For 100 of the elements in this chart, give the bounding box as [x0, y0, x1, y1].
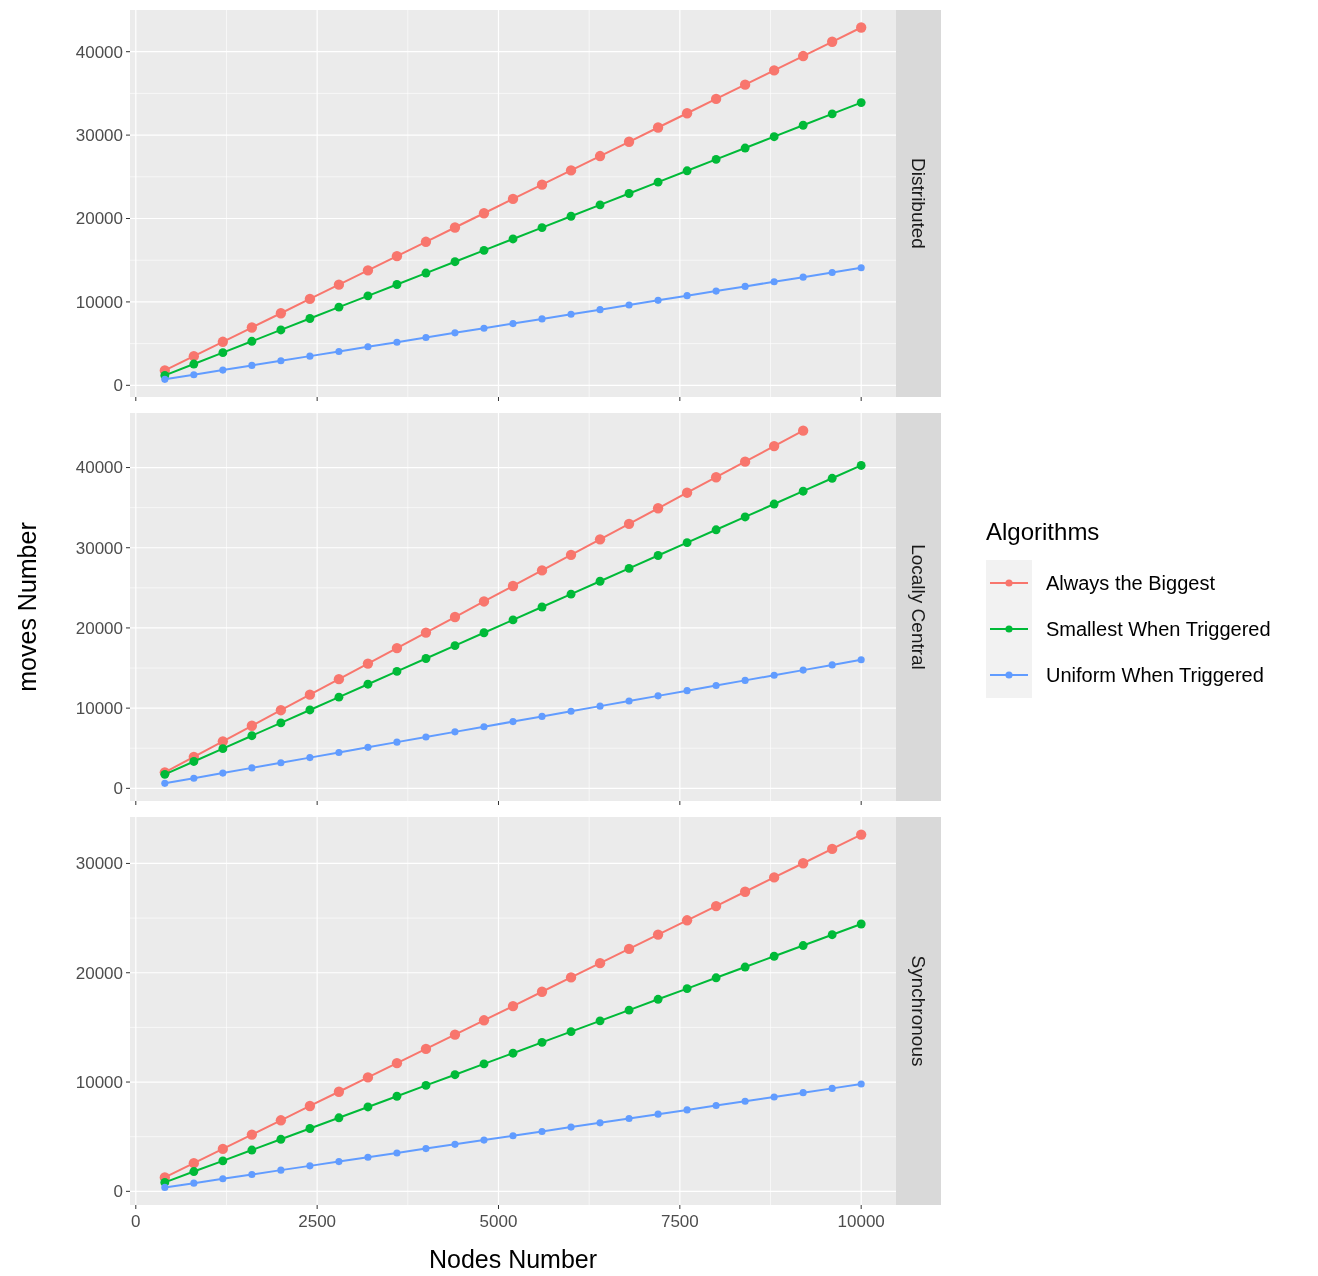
point	[277, 1166, 285, 1174]
point	[652, 929, 664, 940]
point	[710, 472, 722, 483]
point	[508, 615, 518, 625]
point	[624, 563, 634, 573]
y-tick-label: 0	[113, 779, 123, 799]
y-tick-label: 30000	[75, 126, 123, 146]
point	[710, 900, 722, 912]
legend-label: Smallest When Triggered	[1046, 618, 1271, 640]
point	[856, 829, 867, 840]
point	[566, 589, 576, 599]
point	[421, 654, 431, 663]
legend-label: Always the Biggest	[1046, 572, 1216, 594]
point	[246, 322, 258, 333]
point	[683, 1106, 691, 1114]
point	[304, 689, 316, 700]
point	[856, 919, 866, 929]
point	[275, 308, 287, 319]
point	[217, 336, 229, 347]
point	[218, 744, 228, 754]
point	[827, 473, 837, 483]
text: Synchronous	[907, 955, 929, 1067]
point	[420, 236, 432, 247]
point	[218, 1156, 228, 1166]
point	[305, 1124, 315, 1133]
point	[306, 1162, 314, 1170]
point	[450, 257, 460, 267]
point	[219, 366, 227, 374]
point	[421, 1081, 431, 1090]
point	[624, 189, 634, 198]
point	[362, 265, 374, 276]
point	[769, 951, 779, 961]
point	[770, 278, 778, 286]
point	[247, 731, 257, 741]
point	[653, 177, 663, 187]
point	[364, 743, 372, 751]
point	[681, 915, 693, 926]
point	[479, 628, 489, 638]
point	[189, 1167, 199, 1176]
point	[770, 671, 778, 679]
point	[739, 886, 751, 897]
point	[769, 499, 779, 509]
point	[536, 986, 548, 997]
point	[857, 1080, 865, 1088]
point	[827, 36, 838, 47]
y-tick-label: 20000	[75, 963, 123, 983]
point	[567, 1123, 575, 1131]
point	[422, 333, 430, 342]
point	[594, 534, 606, 545]
point	[335, 748, 343, 757]
point	[333, 674, 345, 685]
point	[363, 291, 373, 301]
point	[391, 250, 403, 262]
point	[248, 1170, 256, 1179]
point	[362, 658, 374, 669]
point	[856, 22, 867, 33]
point	[595, 576, 605, 586]
point	[451, 1140, 459, 1148]
point	[333, 1086, 345, 1097]
point	[420, 627, 432, 638]
point	[682, 984, 692, 994]
point	[246, 720, 258, 731]
point	[509, 718, 517, 726]
point	[828, 661, 836, 669]
point	[798, 486, 808, 496]
point	[683, 292, 691, 300]
point	[509, 1132, 517, 1140]
x-tick-label: 0	[131, 1212, 141, 1231]
point	[480, 324, 488, 332]
point	[739, 456, 751, 467]
point	[741, 282, 749, 290]
point	[161, 779, 169, 787]
point	[421, 268, 431, 278]
point	[537, 1037, 547, 1047]
point	[798, 941, 808, 950]
point	[479, 1059, 489, 1069]
point	[509, 320, 517, 328]
point	[188, 350, 199, 362]
y-tick-label: 30000	[75, 854, 123, 874]
y-tick-label: 0	[113, 376, 123, 396]
point	[683, 687, 691, 695]
point	[304, 1100, 316, 1112]
point	[652, 122, 664, 133]
point	[450, 641, 460, 651]
point	[567, 310, 575, 318]
point	[189, 359, 199, 369]
point	[712, 287, 720, 295]
point	[536, 565, 548, 576]
point	[711, 973, 721, 983]
point	[768, 65, 780, 76]
point	[595, 200, 605, 210]
point	[769, 132, 779, 142]
point	[393, 338, 401, 346]
point	[508, 234, 518, 244]
y-tick-label: 10000	[75, 699, 123, 719]
point	[768, 440, 780, 452]
point	[393, 1149, 401, 1157]
point	[856, 461, 866, 470]
point	[451, 329, 459, 337]
x-tick-label: 2500	[298, 1212, 337, 1231]
